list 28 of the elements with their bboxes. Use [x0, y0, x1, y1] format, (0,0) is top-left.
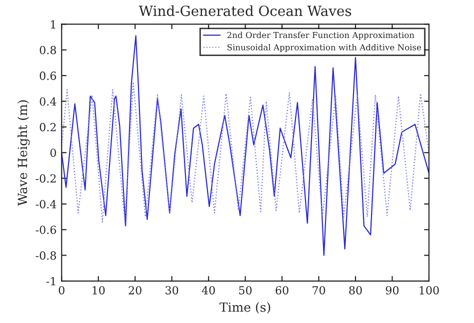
y-axis-title: Wave Height (m): [18, 100, 30, 206]
y-tick-label: -0.2: [36, 174, 56, 183]
x-tick-label: 30: [166, 286, 178, 294]
y-tick-label: 0.6: [40, 72, 56, 80]
y-tick-label: -0.8: [36, 251, 56, 260]
x-tick-label: 100: [420, 286, 439, 294]
x-tick-label: 60: [276, 286, 288, 294]
line-series: [62, 81, 429, 223]
x-tick-label: 80: [349, 286, 362, 294]
y-tick-label: 0.4: [40, 97, 56, 106]
chart-title: Wind-Generated Ocean Waves: [138, 5, 352, 16]
x-tick-label: 20: [128, 286, 142, 294]
y-tick-label: 1: [51, 20, 56, 28]
x-tick-label: 0: [58, 286, 64, 294]
y-tick-label: -0.6: [36, 226, 56, 234]
y-tick-label: 0.8: [40, 46, 56, 54]
y-tick-label: 0: [50, 148, 56, 157]
y-tick-label: -0.4: [36, 200, 56, 208]
x-tick-label: 90: [386, 286, 399, 294]
legend-label: Sinusoidal Approximation with Additive Noise: [228, 44, 422, 52]
x-tick-label: 10: [92, 286, 105, 294]
x-tick-label: 50: [239, 286, 252, 294]
legend-label: 2nd Order Transfer Function Approximation: [227, 32, 414, 40]
y-tick-label: -1: [46, 276, 56, 286]
y-tick-label: 0.2: [40, 122, 56, 132]
x-tick-label: 40: [202, 286, 215, 294]
x-axis-title: Time (s): [220, 302, 270, 314]
x-tick-label: 70: [312, 286, 326, 294]
